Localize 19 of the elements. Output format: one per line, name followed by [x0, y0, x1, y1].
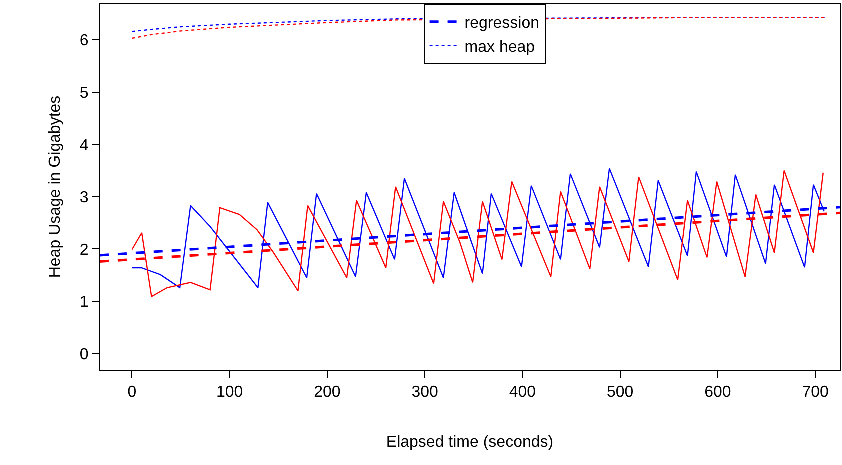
y-axis-title: Heap Usage in Gigabytes: [46, 96, 64, 278]
y-tick-label: 0: [80, 346, 89, 364]
y-tick-label: 4: [80, 137, 89, 154]
y-tick-label: 5: [80, 84, 89, 102]
x-tick-label: 600: [704, 384, 732, 402]
x-tick-label: 500: [606, 384, 634, 402]
y-tick-label: 2: [80, 242, 89, 259]
x-tick-label: 300: [412, 384, 439, 402]
x-tick-label: 400: [509, 384, 536, 402]
x-axis-title: Elapsed time (seconds): [386, 434, 554, 451]
x-tick-label: 0: [128, 384, 137, 402]
y-tick-label: 6: [80, 32, 89, 50]
x-tick-label: 100: [216, 384, 244, 402]
x-tick-label: 200: [314, 384, 341, 402]
y-tick-label: 3: [80, 190, 89, 207]
x-tick-label: 700: [802, 384, 830, 402]
legend-label: regression: [464, 15, 540, 32]
legend-label: max heap: [464, 38, 536, 56]
y-tick-label: 1: [80, 294, 89, 312]
